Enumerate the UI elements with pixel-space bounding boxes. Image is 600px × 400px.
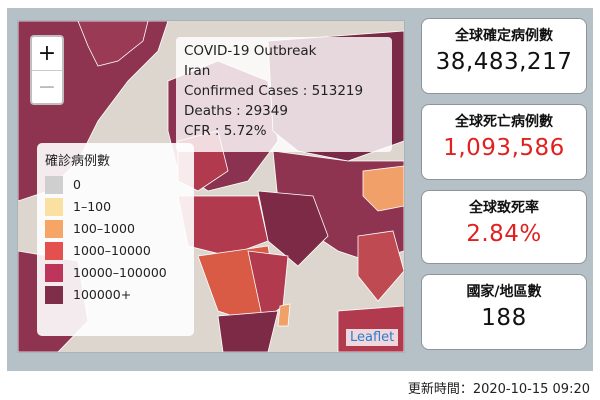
legend-swatch [45, 198, 63, 216]
stat-label: 全球確定病例數 [455, 28, 553, 44]
stat-card-deaths: 全球死亡病例數 1,093,586 [421, 104, 587, 180]
legend-label: 0 [73, 177, 81, 192]
region-southeast-asia [357, 230, 404, 302]
legend-label: 100–1000 [73, 221, 135, 236]
update-time: 更新時間：2020-10-15 09:20 [407, 382, 590, 397]
info-deaths: Deaths : 29349 [184, 103, 288, 119]
stat-label: 全球死亡病例數 [455, 114, 553, 130]
stat-value: 1,093,586 [443, 135, 565, 161]
stat-value: 2.84% [466, 221, 542, 247]
stat-card-countries: 國家/地區數 188 [421, 274, 587, 350]
region-china [362, 165, 404, 212]
legend-item: 1–100 [45, 196, 186, 218]
zoom-in-button[interactable]: + [37, 41, 57, 66]
legend-label: 10000–100000 [73, 265, 167, 280]
legend-swatch [45, 176, 63, 194]
stat-value: 38,483,217 [435, 49, 573, 75]
info-cfr: CFR : 5.72% [184, 123, 267, 139]
stat-value: 188 [481, 305, 527, 331]
stat-label: 國家/地區數 [466, 284, 542, 300]
legend-swatch [45, 286, 63, 304]
legend-label: 1000–10000 [73, 243, 151, 258]
region-madagascar [277, 303, 291, 327]
region-greenland [77, 21, 149, 67]
info-country: Iran [184, 63, 211, 79]
stat-label: 全球致死率 [469, 200, 539, 216]
legend-label: 100000+ [73, 287, 132, 302]
legend-title: 確診病例數 [45, 154, 111, 169]
legend-swatch [45, 220, 63, 238]
info-title: COVID-19 Outbreak [184, 43, 317, 59]
zoom-control: + − [30, 35, 64, 105]
legend-item: 10000–100000 [45, 262, 186, 284]
legend-swatch [45, 242, 63, 260]
legend-swatch [45, 264, 63, 282]
map-legend: 確診病例數 0 1–100 100–1000 1000–10000 10000–… [37, 143, 194, 336]
info-confirmed: Confirmed Cases : 513219 [184, 83, 364, 99]
leaflet-attribution-link[interactable]: Leaflet [346, 329, 399, 346]
stat-card-confirmed: 全球確定病例數 38,483,217 [421, 18, 587, 94]
zoom-out-button[interactable]: − [32, 70, 62, 104]
stat-card-fatality-rate: 全球致死率 2.84% [421, 190, 587, 264]
legend-item: 100000+ [45, 284, 186, 306]
legend-label: 1–100 [73, 199, 112, 214]
region-southern-africa [217, 310, 279, 352]
country-info-popup: COVID-19 Outbreak Iran Confirmed Cases :… [176, 37, 392, 152]
legend-item: 1000–10000 [45, 240, 186, 262]
legend-item: 0 [45, 174, 186, 196]
legend-item: 100–1000 [45, 218, 186, 240]
